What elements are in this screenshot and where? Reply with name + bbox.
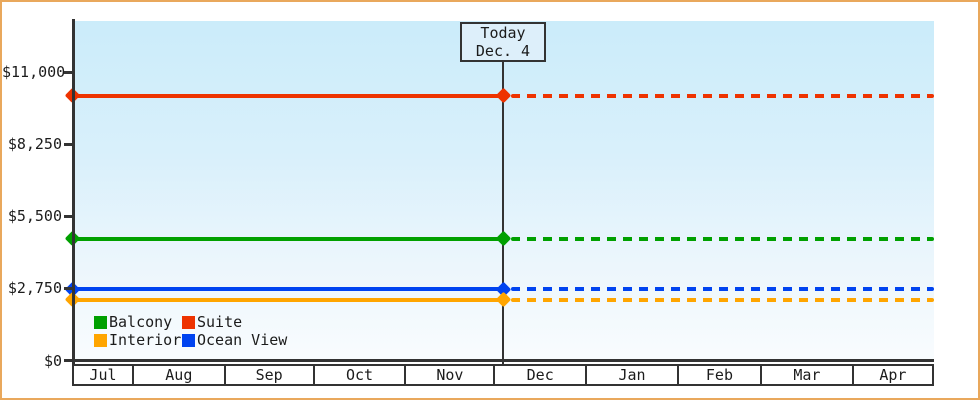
legend-item-suite: Suite [182, 314, 287, 331]
legend-swatch-icon [182, 334, 195, 347]
month-cell-feb: Feb [676, 366, 760, 384]
series-line-interior [72, 297, 503, 302]
legend-label: Balcony [109, 313, 173, 331]
today-date-label: Dec. 4 [475, 42, 531, 60]
y-tick-mark [64, 359, 73, 362]
series-line-ocean-view [72, 287, 503, 292]
y-tick-label: $8,250 [7, 135, 62, 154]
legend-swatch-icon [182, 316, 195, 329]
legend-label: Interior [109, 331, 182, 349]
legend-item-interior: Interior [94, 332, 182, 349]
y-tick-label: $2,750 [7, 279, 62, 298]
series-projection-interior [511, 297, 934, 302]
y-tick-mark [64, 286, 73, 290]
y-tick-label: $0 [43, 351, 62, 370]
month-cell-dec: Dec [493, 366, 585, 384]
x-axis-line [65, 359, 934, 362]
series-projection-balcony [511, 236, 934, 241]
month-cell-jan: Jan [585, 366, 677, 384]
month-cell-apr: Apr [851, 366, 932, 384]
x-axis-month-row: Jul Aug Sep Oct Nov Dec Jan Feb Mar Apr [72, 364, 934, 386]
legend-swatch-icon [94, 334, 107, 347]
y-tick-mark [64, 142, 73, 146]
series-line-balcony [72, 236, 503, 241]
y-tick-mark [64, 214, 73, 218]
y-axis-line [72, 19, 75, 364]
month-cell-oct: Oct [312, 366, 405, 384]
legend: Balcony Suite Interior Ocean View [94, 314, 287, 349]
month-cell-sep: Sep [223, 366, 313, 384]
today-marker-line [502, 60, 504, 364]
y-tick-label: $5,500 [7, 207, 62, 226]
series-projection-ocean-view [511, 287, 934, 292]
legend-item-ocean-view: Ocean View [182, 332, 287, 349]
month-cell-mar: Mar [760, 366, 852, 384]
month-cell-nov: Nov [404, 366, 493, 384]
legend-swatch-icon [94, 316, 107, 329]
legend-label: Suite [197, 313, 243, 331]
month-cell-jul: Jul [89, 366, 117, 384]
legend-label: Ocean View [197, 331, 288, 349]
month-cell-aug: Aug [131, 366, 224, 384]
y-tick-mark [64, 70, 73, 74]
today-label: Today [480, 24, 526, 42]
series-projection-suite [511, 93, 934, 98]
today-label-box: Today Dec. 4 [460, 22, 546, 62]
y-tick-label: $11,000 [2, 63, 66, 81]
legend-item-balcony: Balcony [94, 314, 182, 331]
series-line-suite [72, 93, 503, 98]
